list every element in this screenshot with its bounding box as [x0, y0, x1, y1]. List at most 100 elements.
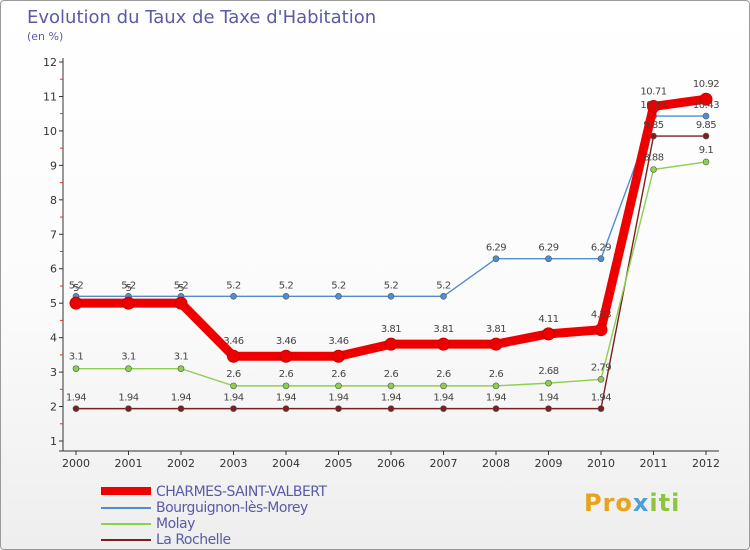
- data-point-1: [282, 292, 290, 300]
- data-label: 6.29: [486, 243, 506, 254]
- data-label: 5.2: [226, 280, 241, 291]
- data-point-3: [125, 405, 132, 412]
- data-label: 2.6: [384, 369, 399, 380]
- data-label: 2.6: [331, 369, 346, 380]
- logo-text-iti: iti: [649, 489, 681, 517]
- data-point-0: [647, 99, 660, 113]
- data-point-1: [597, 255, 605, 263]
- data-point-0: [279, 349, 293, 363]
- data-point-0: [542, 327, 555, 341]
- data-label: 3.81: [381, 324, 401, 335]
- data-label: 5.2: [436, 280, 451, 291]
- x-tick-label: 2003: [220, 457, 248, 470]
- x-tick-label: 2007: [430, 457, 458, 470]
- data-point-0: [699, 92, 713, 106]
- data-label: 5.2: [331, 280, 346, 291]
- data-label: 3.81: [486, 324, 506, 335]
- x-tick-label: 2011: [640, 457, 668, 470]
- data-point-2: [387, 382, 395, 390]
- data-label: 1.94: [223, 393, 243, 404]
- x-tick-label: 2005: [325, 457, 353, 470]
- data-point-1: [492, 255, 500, 263]
- data-label: 5: [178, 283, 184, 294]
- data-point-2: [702, 158, 710, 166]
- data-point-3: [492, 405, 500, 412]
- data-label: 1.94: [433, 393, 453, 404]
- y-tick-label: 10: [43, 125, 57, 138]
- data-point-0: [489, 337, 503, 351]
- x-tick-label: 2010: [587, 457, 615, 470]
- data-label: 1.94: [381, 393, 401, 404]
- data-point-0: [174, 296, 188, 310]
- y-tick-label: 11: [43, 90, 57, 103]
- data-label: 4.23: [591, 310, 611, 321]
- chart-title: Evolution du Taux de Taxe d'Habitation: [27, 7, 377, 28]
- data-label: 3.1: [174, 352, 189, 363]
- y-tick-label: 4: [50, 332, 57, 345]
- proxiti-logo: Proxiti: [584, 489, 680, 517]
- data-label: 2.79: [591, 362, 611, 373]
- data-point-1: [387, 292, 395, 300]
- data-point-0: [332, 349, 345, 363]
- data-point-0: [122, 296, 135, 310]
- data-label: 8.88: [643, 152, 663, 163]
- data-point-3: [282, 405, 290, 412]
- data-point-1: [545, 255, 552, 263]
- y-tick-label: 7: [50, 228, 57, 241]
- data-label: 10.92: [693, 79, 719, 90]
- x-tick-label: 2004: [272, 457, 300, 470]
- x-tick-label: 2008: [482, 457, 510, 470]
- data-point-2: [125, 365, 132, 372]
- data-point-3: [597, 405, 605, 412]
- y-tick-label: 9: [50, 159, 57, 172]
- data-point-2: [492, 382, 500, 390]
- y-tick-label: 6: [50, 263, 57, 276]
- data-point-3: [72, 405, 80, 412]
- data-point-2: [597, 376, 605, 383]
- data-point-3: [702, 132, 710, 140]
- data-label: 5.2: [279, 280, 294, 291]
- data-point-3: [440, 405, 447, 412]
- data-label: 1.94: [171, 393, 191, 404]
- data-label: 2.6: [226, 369, 241, 380]
- x-tick-label: 2012: [692, 457, 720, 470]
- legend-swatch-bourguignon: [101, 507, 151, 509]
- legend-label-molay: Molay: [156, 516, 195, 532]
- chart-subtitle: (en %): [27, 30, 64, 43]
- data-label: 6.29: [538, 243, 558, 254]
- data-label: 5.2: [384, 280, 399, 291]
- data-point-0: [437, 337, 450, 351]
- data-point-2: [545, 379, 552, 387]
- data-point-0: [594, 323, 608, 337]
- data-point-3: [335, 405, 342, 412]
- data-label: 2.68: [538, 366, 558, 377]
- data-label: 5.2: [69, 280, 84, 291]
- legend-label-charmes: CHARMES-SAINT-VALBERT: [156, 484, 327, 500]
- data-point-2: [177, 365, 185, 372]
- data-label: 5: [73, 283, 79, 294]
- data-label: 1.94: [486, 393, 506, 404]
- series-line-0: [71, 94, 711, 361]
- y-tick-label: 2: [50, 401, 57, 414]
- data-label: 10.43: [640, 100, 666, 111]
- legend-swatch-molay: [101, 523, 151, 525]
- data-label: 9.1: [699, 145, 714, 156]
- data-point-1: [230, 292, 237, 300]
- data-label: 4.11: [538, 314, 558, 325]
- data-label: 1.94: [538, 393, 558, 404]
- logo-text-x: x: [632, 489, 650, 517]
- data-point-2: [72, 365, 80, 372]
- data-label: 5: [126, 283, 132, 294]
- data-label: 10.43: [693, 100, 719, 111]
- legend-swatch-charmes: [101, 487, 151, 495]
- data-label: 6.29: [591, 243, 611, 254]
- data-label: 2.6: [436, 369, 451, 380]
- logo-text-pro: Pro: [584, 489, 633, 517]
- data-point-0: [384, 337, 398, 351]
- data-point-2: [230, 382, 237, 390]
- y-tick-label: 8: [50, 194, 57, 207]
- data-point-2: [335, 382, 342, 390]
- x-tick-label: 2002: [167, 457, 195, 470]
- x-tick-label: 2006: [377, 457, 405, 470]
